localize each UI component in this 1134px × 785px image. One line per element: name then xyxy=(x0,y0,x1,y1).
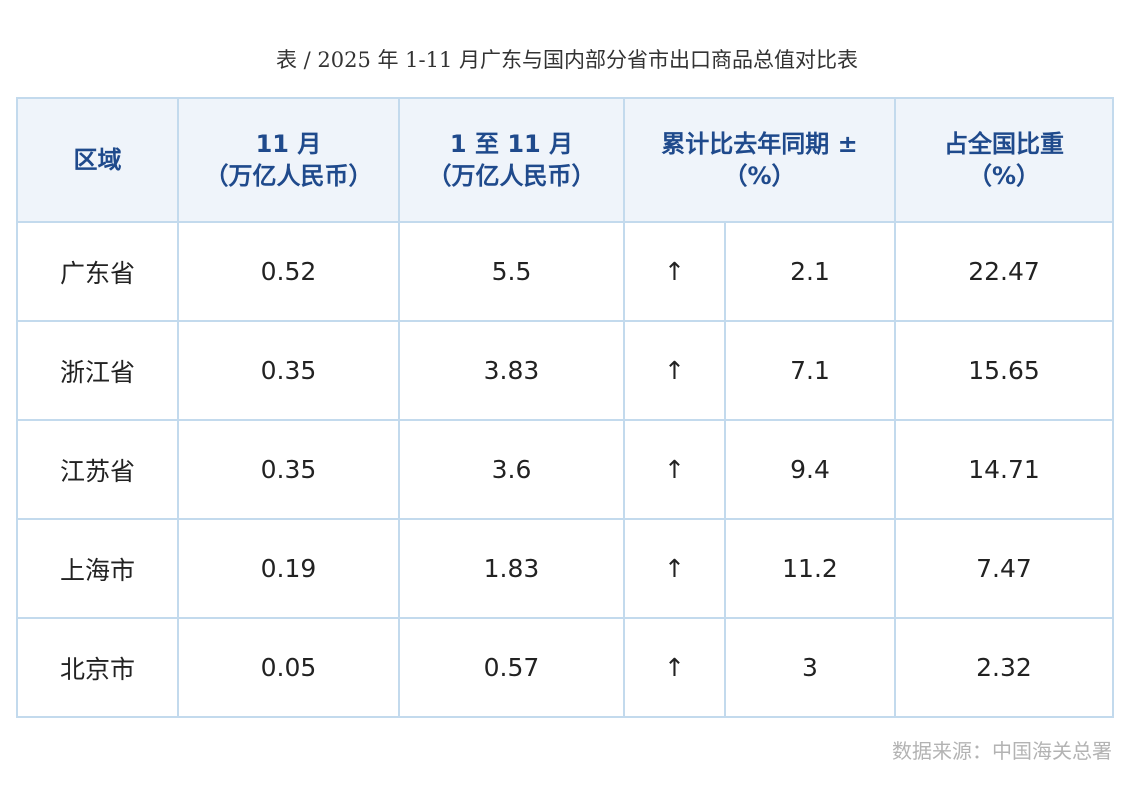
header-ytd-title: 1 至 11 月 xyxy=(449,130,574,158)
region-cell: 浙江省 xyxy=(16,320,179,421)
ytd-value-cell: 1.83 xyxy=(398,518,625,619)
share-value-cell: 7.47 xyxy=(894,518,1114,619)
table-title: 表 / 2025 年 1-11 月广东与国内部分省市出口商品总值对比表 xyxy=(275,48,859,72)
table-row: 浙江省 0.35 3.83 ↑ 7.1 15.65 xyxy=(16,320,1114,421)
yoy-value-cell: 7.1 xyxy=(724,320,896,421)
header-november-title: 11 月 xyxy=(255,130,322,158)
header-yoy-unit: （%） xyxy=(723,162,796,190)
table-row: 江苏省 0.35 3.6 ↑ 9.4 14.71 xyxy=(16,419,1114,520)
november-value-cell: 0.35 xyxy=(177,320,400,421)
table-row: 上海市 0.19 1.83 ↑ 11.2 7.47 xyxy=(16,518,1114,619)
arrow-up-icon: ↑ xyxy=(623,320,726,421)
export-comparison-table: 区域 11 月 （万亿人民币） 1 至 11 月 （万亿人民币） 累计比去年同期… xyxy=(16,97,1114,718)
yoy-value-cell: 3 xyxy=(724,617,896,718)
header-yoy-change: 累计比去年同期 ± （%） xyxy=(623,97,896,223)
table-row: 广东省 0.52 5.5 ↑ 2.1 22.47 xyxy=(16,221,1114,322)
arrow-up-icon: ↑ xyxy=(623,617,726,718)
share-value-cell: 22.47 xyxy=(894,221,1114,322)
table-row: 北京市 0.05 0.57 ↑ 3 2.32 xyxy=(16,617,1114,718)
arrow-up-icon: ↑ xyxy=(623,419,726,520)
november-value-cell: 0.19 xyxy=(177,518,400,619)
november-value-cell: 0.52 xyxy=(177,221,400,322)
header-november: 11 月 （万亿人民币） xyxy=(177,97,400,223)
ytd-value-cell: 3.83 xyxy=(398,320,625,421)
ytd-value-cell: 5.5 xyxy=(398,221,625,322)
data-source-note: 数据来源：中国海关总署 xyxy=(892,739,1112,763)
header-region: 区域 xyxy=(16,97,179,223)
region-cell: 广东省 xyxy=(16,221,179,322)
header-ytd-unit: （万亿人民币） xyxy=(427,162,596,190)
november-value-cell: 0.35 xyxy=(177,419,400,520)
region-cell: 北京市 xyxy=(16,617,179,718)
header-yoy-title: 累计比去年同期 ± xyxy=(661,130,858,158)
header-share-title: 占全国比重 xyxy=(944,130,1064,158)
region-cell: 江苏省 xyxy=(16,419,179,520)
arrow-up-icon: ↑ xyxy=(623,221,726,322)
header-november-unit: （万亿人民币） xyxy=(204,162,373,190)
ytd-value-cell: 0.57 xyxy=(398,617,625,718)
yoy-value-cell: 2.1 xyxy=(724,221,896,322)
november-value-cell: 0.05 xyxy=(177,617,400,718)
header-share-unit: （%） xyxy=(967,162,1041,190)
share-value-cell: 2.32 xyxy=(894,617,1114,718)
header-national-share: 占全国比重 （%） xyxy=(894,97,1114,223)
header-year-to-date: 1 至 11 月 （万亿人民币） xyxy=(398,97,625,223)
share-value-cell: 15.65 xyxy=(894,320,1114,421)
header-row: 区域 11 月 （万亿人民币） 1 至 11 月 （万亿人民币） 累计比去年同期… xyxy=(16,97,1114,223)
region-cell: 上海市 xyxy=(16,518,179,619)
ytd-value-cell: 3.6 xyxy=(398,419,625,520)
yoy-value-cell: 9.4 xyxy=(724,419,896,520)
yoy-value-cell: 11.2 xyxy=(724,518,896,619)
share-value-cell: 14.71 xyxy=(894,419,1114,520)
arrow-up-icon: ↑ xyxy=(623,518,726,619)
